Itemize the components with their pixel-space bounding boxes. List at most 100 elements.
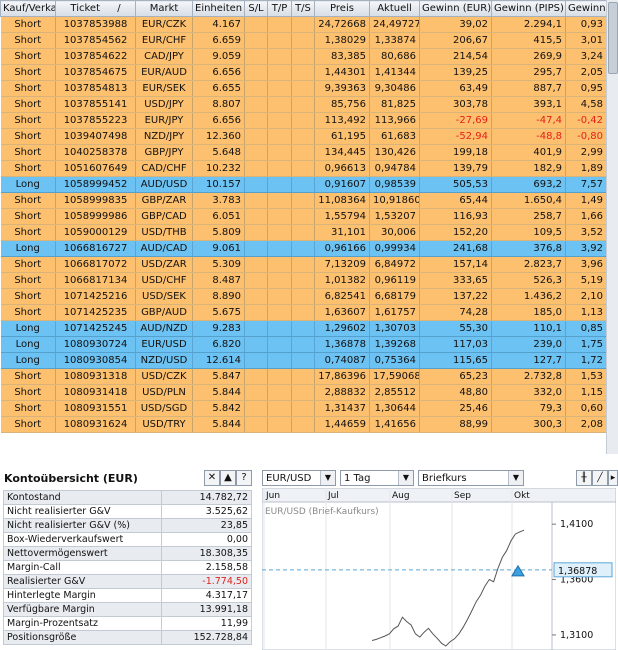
table-row[interactable]: Short 1058999835 GBP/ZAR 3.783 11,08364 10,91… <box>0 192 607 209</box>
cell-markt: EUR/JPY <box>135 112 193 129</box>
table-row[interactable]: Short 1080931318 USD/CZK 5.847 17,86396 17,59… <box>0 368 607 385</box>
table-header-row: Kauf/Verkauf Ticket / Markt Einheiten S/… <box>0 0 607 17</box>
account-label: Positionsgröße <box>3 630 162 645</box>
table-row[interactable]: Short 1039407498 NZD/JPY 12.360 61,195 61,683… <box>0 128 607 145</box>
cell-gewinn-eur: 25,46 <box>419 400 492 417</box>
scrollbar-thumb[interactable] <box>608 2 618 74</box>
table-row[interactable]: Short 1071425216 USD/SEK 8.890 6,82541 6,6817… <box>0 288 607 305</box>
positions-table-panel: Kauf/Verkauf Ticket / Markt Einheiten S/… <box>0 0 618 454</box>
cell-gewinn-eur: 63,49 <box>419 80 492 97</box>
cell-gewinn-pips: 110,1 <box>491 320 566 337</box>
draw-line-icon[interactable]: ╱ <box>592 470 608 486</box>
cell-sl <box>244 352 268 369</box>
table-row[interactable]: Short 1037855141 USD/JPY 8.807 85,756 81,825 3… <box>0 96 607 113</box>
cell-tp <box>267 320 292 337</box>
table-row[interactable]: Short 1066817072 USD/ZAR 5.309 7,13209 6,8497… <box>0 256 607 273</box>
table-row[interactable]: Short 1037854562 EUR/CHF 6.659 1,38029 1,3387… <box>0 32 607 49</box>
account-value: 13.991,18 <box>161 602 252 617</box>
table-row[interactable]: Long 1071425245 AUD/NZD 9.283 1,29602 1,30703… <box>0 320 607 337</box>
col-header-gewinn-eur[interactable]: Gewinn (EUR) <box>419 0 492 17</box>
close-icon[interactable]: ✕ <box>204 470 220 486</box>
table-row[interactable]: Short 1080931418 USD/PLN 5.844 2,88832 2,8551… <box>0 384 607 401</box>
cell-einheiten: 12.360 <box>192 128 245 145</box>
cell-ts <box>291 48 315 65</box>
cell-markt: AUD/USD <box>135 176 193 193</box>
cell-einheiten: 6.659 <box>192 32 245 49</box>
cell-preis: 7,13209 <box>314 256 370 273</box>
cell-gewinn-pips: 393,1 <box>491 96 566 113</box>
cell-gewinn-pips: 109,5 <box>491 224 566 241</box>
cell-sl <box>244 128 268 145</box>
y-tick-label: 1,3600 <box>560 575 593 586</box>
help-icon[interactable]: ? <box>236 470 252 486</box>
cell-ticket: 1037854675 <box>55 64 136 81</box>
table-row[interactable]: Short 1071425235 GBP/AUD 5.675 1,63607 1,6175… <box>0 304 607 321</box>
table-row[interactable]: Short 1080931624 USD/TRY 5.844 1,44659 1,4165… <box>0 416 607 433</box>
col-header-markt[interactable]: Markt <box>135 0 193 17</box>
table-row[interactable]: Long 1058999452 AUD/USD 10.157 0,91607 0,9853… <box>0 176 607 193</box>
account-value: 152.728,84 <box>161 630 252 645</box>
cell-ticket: 1058999986 <box>55 208 136 225</box>
cell-preis: 134,445 <box>314 144 370 161</box>
more-tools-icon[interactable]: ▸ <box>608 470 618 486</box>
cell-markt: EUR/AUD <box>135 64 193 81</box>
month-label: Aug <box>392 491 410 501</box>
col-header-aktuell[interactable]: Aktuell <box>369 0 420 17</box>
cell-markt: USD/CHF <box>135 272 193 289</box>
cell-ts <box>291 256 315 273</box>
col-header-ts[interactable]: T/S <box>291 0 315 17</box>
table-row[interactable]: Short 1058999986 GBP/CAD 6.051 1,55794 1,5320… <box>0 208 607 225</box>
price-type-value: Briefkurs <box>422 473 467 484</box>
col-header-preis[interactable]: Preis <box>314 0 370 17</box>
cell-sl <box>244 192 268 209</box>
col-header-ticket[interactable]: Ticket / <box>55 0 136 17</box>
col-header-einheiten[interactable]: Einheiten <box>192 0 245 17</box>
cell-preis: 1,55794 <box>314 208 370 225</box>
collapse-up-icon[interactable]: ▲ <box>220 470 236 486</box>
table-row[interactable]: Long 1080930724 EUR/USD 6.820 1,36878 1,39268… <box>0 336 607 353</box>
cell-gewinn-eur: 206,67 <box>419 32 492 49</box>
cell-preis: 1,31437 <box>314 400 370 417</box>
table-row[interactable]: Short 1051607649 CAD/CHF 10.232 0,96613 0,947… <box>0 160 607 177</box>
table-row[interactable]: Short 1037854675 EUR/AUD 6.656 1,44301 1,4134… <box>0 64 607 81</box>
cell-aktuell: 0,98539 <box>369 176 420 193</box>
price-type-select[interactable]: Briefkurs ▼ <box>418 470 524 486</box>
cell-ticket: 1037854622 <box>55 48 136 65</box>
timeframe-select[interactable]: 1 Tag ▼ <box>340 470 414 486</box>
price-chart[interactable]: Jun Jul Aug Sep Okt 1,4100 1,3600 1,3100 EUR/USD… <box>262 488 616 650</box>
table-row[interactable]: Short 1037854622 CAD/JPY 9.059 83,385 80,686 2… <box>0 48 607 65</box>
chevron-down-icon: ▼ <box>398 471 413 485</box>
cell-tp <box>267 160 292 177</box>
table-row[interactable]: Short 1059000129 USD/THB 5.809 31,101 30,006 1… <box>0 224 607 241</box>
col-header-kauf-verkauf[interactable]: Kauf/Verkauf <box>0 0 56 17</box>
cell-gewinn-pct: 1,66 <box>565 208 607 225</box>
account-row: Nicht realisierter G&V (%) 23,85 <box>3 518 252 533</box>
table-row[interactable]: Short 1040258378 GBP/JPY 5.648 134,445 130,42… <box>0 144 607 161</box>
cell-ticket: 1037855141 <box>55 96 136 113</box>
position-marker-icon[interactable] <box>511 564 525 577</box>
instrument-select[interactable]: EUR/USD ▼ <box>262 470 336 486</box>
table-row[interactable]: Short 1037854813 EUR/SEK 6.655 9,39363 9,3048… <box>0 80 607 97</box>
cell-type: Short <box>0 144 56 161</box>
cell-tp <box>267 80 292 97</box>
cell-einheiten: 5.809 <box>192 224 245 241</box>
cell-ticket: 1080931624 <box>55 416 136 433</box>
table-row[interactable]: Long 1066816727 AUD/CAD 9.061 0,96166 0,99934… <box>0 240 607 257</box>
col-header-sl[interactable]: S/L <box>244 0 268 17</box>
cell-ticket: 1037855223 <box>55 112 136 129</box>
candlestick-icon[interactable]: ╫ <box>576 470 592 486</box>
cell-aktuell: 17,59068 <box>369 368 420 385</box>
cell-tp <box>267 208 292 225</box>
table-row[interactable]: Long 1080930854 NZD/USD 12.614 0,74087 0,7536… <box>0 352 607 369</box>
col-header-gewinn-pct[interactable]: Gewinn (%) <box>565 0 607 17</box>
cell-ts <box>291 32 315 49</box>
table-row[interactable]: Short 1037853988 EUR/CZK 4.167 24,72668 24,49… <box>0 16 607 33</box>
table-row[interactable]: Short 1037855223 EUR/JPY 6.656 113,492 113,96… <box>0 112 607 129</box>
cell-type: Long <box>0 352 56 369</box>
positions-scrollbar[interactable] <box>606 0 618 454</box>
table-row[interactable]: Short 1080931551 USD/SGD 5.842 1,31437 1,3064… <box>0 400 607 417</box>
cell-gewinn-pips: 887,7 <box>491 80 566 97</box>
col-header-gewinn-pips[interactable]: Gewinn (PIPS) <box>491 0 566 17</box>
col-header-tp[interactable]: T/P <box>267 0 292 17</box>
table-row[interactable]: Short 1066817134 USD/CHF 8.487 1,01382 0,9611… <box>0 272 607 289</box>
